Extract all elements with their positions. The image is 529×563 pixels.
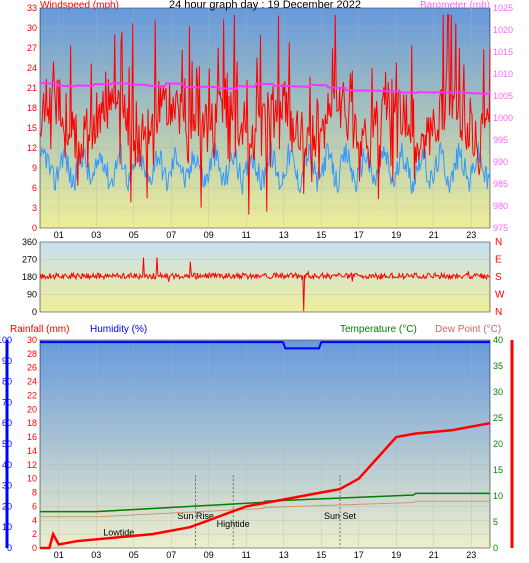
svg-text:19: 19 <box>391 550 401 560</box>
svg-text:6: 6 <box>32 183 37 193</box>
svg-text:180: 180 <box>22 272 37 282</box>
svg-text:Barometer (mb): Barometer (mb) <box>420 0 490 11</box>
svg-text:28: 28 <box>27 349 37 359</box>
svg-text:19: 19 <box>391 230 401 240</box>
svg-text:15: 15 <box>316 230 326 240</box>
svg-text:360: 360 <box>22 237 37 247</box>
svg-text:90: 90 <box>27 290 37 300</box>
svg-text:01: 01 <box>54 550 64 560</box>
svg-text:05: 05 <box>129 230 139 240</box>
svg-text:0: 0 <box>493 543 498 553</box>
svg-text:1025: 1025 <box>493 3 513 13</box>
svg-text:17: 17 <box>354 550 364 560</box>
svg-text:980: 980 <box>493 201 508 211</box>
svg-text:Temperature (°C): Temperature (°C) <box>340 324 417 335</box>
svg-text:15: 15 <box>27 123 37 133</box>
svg-text:6: 6 <box>32 501 37 511</box>
svg-text:07: 07 <box>166 230 176 240</box>
svg-text:12: 12 <box>27 460 37 470</box>
svg-text:15: 15 <box>493 465 503 475</box>
svg-text:23: 23 <box>466 230 476 240</box>
svg-text:03: 03 <box>91 230 101 240</box>
svg-text:35: 35 <box>493 361 503 371</box>
svg-text:1010: 1010 <box>493 69 513 79</box>
svg-text:21: 21 <box>429 230 439 240</box>
svg-text:15: 15 <box>316 550 326 560</box>
svg-text:05: 05 <box>129 550 139 560</box>
svg-text:18: 18 <box>27 103 37 113</box>
svg-text:Windspeed (mph): Windspeed (mph) <box>40 0 119 11</box>
svg-text:4: 4 <box>32 515 37 525</box>
svg-text:Rainfall (mm): Rainfall (mm) <box>10 324 69 335</box>
svg-text:13: 13 <box>279 230 289 240</box>
svg-text:1005: 1005 <box>493 91 513 101</box>
svg-text:0: 0 <box>32 223 37 233</box>
svg-text:24: 24 <box>27 63 37 73</box>
svg-text:22: 22 <box>27 390 37 400</box>
svg-text:9: 9 <box>32 163 37 173</box>
svg-text:11: 11 <box>242 230 251 240</box>
svg-text:N: N <box>495 307 502 318</box>
svg-text:975: 975 <box>493 223 508 233</box>
svg-text:E: E <box>495 255 502 266</box>
svg-text:07: 07 <box>166 550 176 560</box>
weather-svg: 24 hour graph day : 19 December 2022 Wind… <box>0 0 529 563</box>
svg-text:24 hour graph day : 19 Decembe: 24 hour graph day : 19 December 2022 <box>169 0 361 11</box>
svg-text:1000: 1000 <box>493 113 513 123</box>
weather-dashboard: 24 hour graph day : 19 December 2022 Wind… <box>0 0 529 563</box>
svg-text:985: 985 <box>493 179 508 189</box>
svg-text:30: 30 <box>27 23 37 33</box>
svg-text:270: 270 <box>22 255 37 265</box>
svg-text:23: 23 <box>466 550 476 560</box>
svg-text:21: 21 <box>429 550 439 560</box>
svg-text:30: 30 <box>27 335 37 345</box>
svg-text:09: 09 <box>204 230 214 240</box>
svg-text:995: 995 <box>493 135 508 145</box>
svg-text:21: 21 <box>27 83 37 93</box>
svg-text:12: 12 <box>27 143 37 153</box>
svg-text:3: 3 <box>32 203 37 213</box>
svg-text:990: 990 <box>493 157 508 167</box>
svg-text:20: 20 <box>493 439 503 449</box>
svg-text:Hightide: Hightide <box>217 519 250 529</box>
svg-text:14: 14 <box>27 446 37 456</box>
svg-text:N: N <box>495 237 502 248</box>
svg-text:03: 03 <box>91 550 101 560</box>
svg-text:16: 16 <box>27 432 37 442</box>
svg-text:25: 25 <box>493 413 503 423</box>
svg-text:2: 2 <box>32 529 37 539</box>
svg-text:5: 5 <box>493 517 498 527</box>
svg-text:26: 26 <box>27 363 37 373</box>
svg-text:10: 10 <box>493 491 503 501</box>
svg-text:40: 40 <box>493 335 503 345</box>
svg-text:09: 09 <box>204 550 214 560</box>
svg-text:18: 18 <box>27 418 37 428</box>
svg-text:1015: 1015 <box>493 47 513 57</box>
svg-text:24: 24 <box>27 377 37 387</box>
svg-text:Humidity (%): Humidity (%) <box>90 324 147 335</box>
svg-text:0: 0 <box>32 307 37 317</box>
svg-text:27: 27 <box>27 43 37 53</box>
svg-text:8: 8 <box>32 488 37 498</box>
svg-text:30: 30 <box>493 387 503 397</box>
svg-text:Sun Set: Sun Set <box>324 511 357 521</box>
svg-text:10: 10 <box>27 474 37 484</box>
svg-text:33: 33 <box>27 3 37 13</box>
svg-text:1020: 1020 <box>493 25 513 35</box>
svg-text:Dew Point (°C): Dew Point (°C) <box>435 324 501 335</box>
svg-text:01: 01 <box>54 230 64 240</box>
svg-text:W: W <box>495 290 505 301</box>
svg-text:13: 13 <box>279 550 289 560</box>
svg-text:0: 0 <box>32 543 37 553</box>
svg-text:11: 11 <box>242 550 251 560</box>
svg-text:S: S <box>495 272 502 283</box>
svg-text:20: 20 <box>27 404 37 414</box>
svg-text:17: 17 <box>354 230 364 240</box>
